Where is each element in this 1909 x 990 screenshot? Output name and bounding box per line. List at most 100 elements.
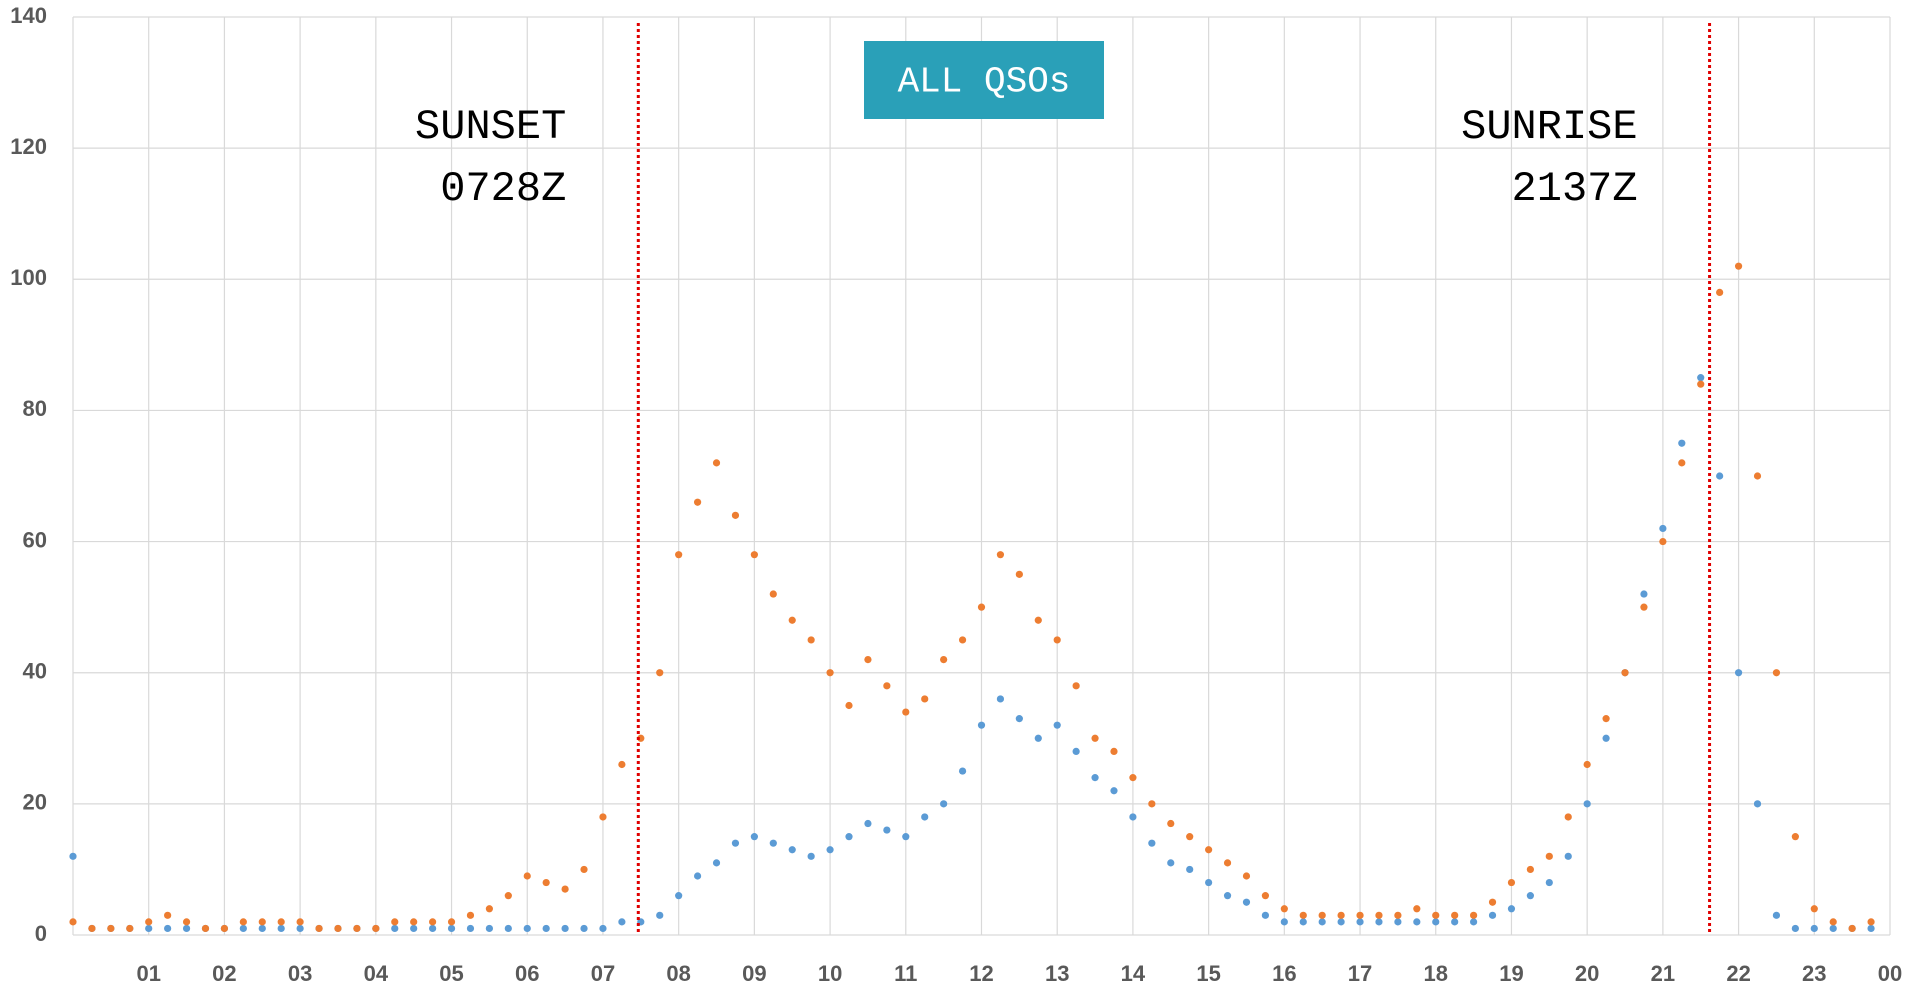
- point: [1015, 715, 1023, 723]
- x-tick-label: 04: [364, 961, 389, 986]
- point: [1507, 878, 1516, 887]
- point: [485, 905, 493, 913]
- point: [1545, 878, 1553, 887]
- point: [1110, 747, 1118, 756]
- y-tick-label: 100: [10, 265, 47, 290]
- point: [1167, 819, 1175, 828]
- point: [410, 924, 418, 933]
- point: [182, 918, 191, 926]
- point: [750, 551, 758, 559]
- point: [1867, 924, 1875, 933]
- point: [1280, 918, 1288, 926]
- point: [693, 872, 702, 880]
- point: [523, 872, 531, 880]
- y-tick-label: 60: [23, 527, 47, 552]
- point: [145, 918, 153, 926]
- point: [1318, 911, 1326, 919]
- point: [69, 918, 77, 926]
- point: [1659, 537, 1667, 546]
- point: [1526, 892, 1534, 900]
- point: [1753, 472, 1762, 480]
- point: [1678, 459, 1686, 467]
- point: [239, 918, 247, 926]
- point: [1791, 924, 1799, 933]
- point: [258, 924, 266, 933]
- point: [1091, 774, 1099, 782]
- x-tick-label: 18: [1424, 961, 1448, 986]
- point: [277, 918, 285, 926]
- point: [561, 885, 569, 893]
- point: [1015, 570, 1023, 578]
- marks: [69, 262, 1875, 933]
- point: [542, 924, 550, 933]
- point: [1205, 846, 1213, 854]
- point: [731, 511, 740, 519]
- point: [182, 924, 191, 933]
- point: [1072, 747, 1080, 756]
- point: [1205, 878, 1213, 887]
- point: [1299, 911, 1307, 919]
- point: [1829, 924, 1837, 933]
- point: [977, 721, 986, 729]
- point: [220, 924, 229, 933]
- point: [1697, 380, 1705, 388]
- point: [599, 813, 607, 821]
- point: [1223, 892, 1232, 900]
- point: [1318, 918, 1326, 926]
- point: [788, 846, 796, 854]
- x-tick-label: 11: [894, 961, 917, 986]
- point: [693, 498, 702, 506]
- point: [977, 603, 986, 611]
- point: [391, 924, 399, 933]
- point: [807, 852, 815, 860]
- point: [1678, 439, 1686, 447]
- point: [1640, 590, 1648, 598]
- chart-title: ALL QSOs: [898, 62, 1071, 103]
- x-tick-label: 10: [818, 961, 842, 986]
- point: [1053, 721, 1061, 729]
- point: [807, 636, 815, 644]
- point: [1129, 774, 1137, 782]
- x-tick-label: 14: [1121, 961, 1146, 986]
- point: [580, 924, 588, 933]
- point: [712, 859, 721, 867]
- point: [1110, 787, 1118, 795]
- x-tick-label: 07: [591, 961, 615, 986]
- point: [258, 918, 266, 926]
- point: [1167, 859, 1175, 867]
- point: [769, 839, 777, 847]
- point: [1337, 918, 1345, 926]
- point: [1242, 898, 1251, 906]
- point: [504, 924, 512, 933]
- point: [1451, 911, 1459, 919]
- point: [921, 695, 929, 703]
- x-tick-label: 06: [515, 961, 539, 986]
- point: [1716, 472, 1724, 480]
- point: [940, 656, 948, 664]
- y-tick-label: 120: [10, 134, 47, 159]
- point: [372, 924, 380, 933]
- point: [731, 839, 740, 847]
- x-tick-label: 21: [1651, 961, 1675, 986]
- point: [1829, 918, 1837, 926]
- point: [1129, 813, 1137, 821]
- point: [1583, 760, 1591, 769]
- point: [1583, 800, 1591, 808]
- point: [675, 892, 683, 900]
- y-tick-label: 0: [35, 921, 47, 946]
- x-tick-label: 20: [1575, 961, 1599, 986]
- point: [69, 852, 77, 860]
- point: [1526, 865, 1534, 874]
- point: [1261, 911, 1270, 919]
- point: [466, 924, 475, 933]
- point: [1091, 734, 1099, 742]
- x-tick-label: 08: [666, 961, 690, 986]
- point: [1280, 905, 1288, 913]
- point: [580, 865, 588, 874]
- point: [1034, 616, 1042, 624]
- point: [1072, 682, 1080, 690]
- point: [958, 767, 967, 775]
- point: [902, 833, 910, 841]
- point: [921, 813, 929, 821]
